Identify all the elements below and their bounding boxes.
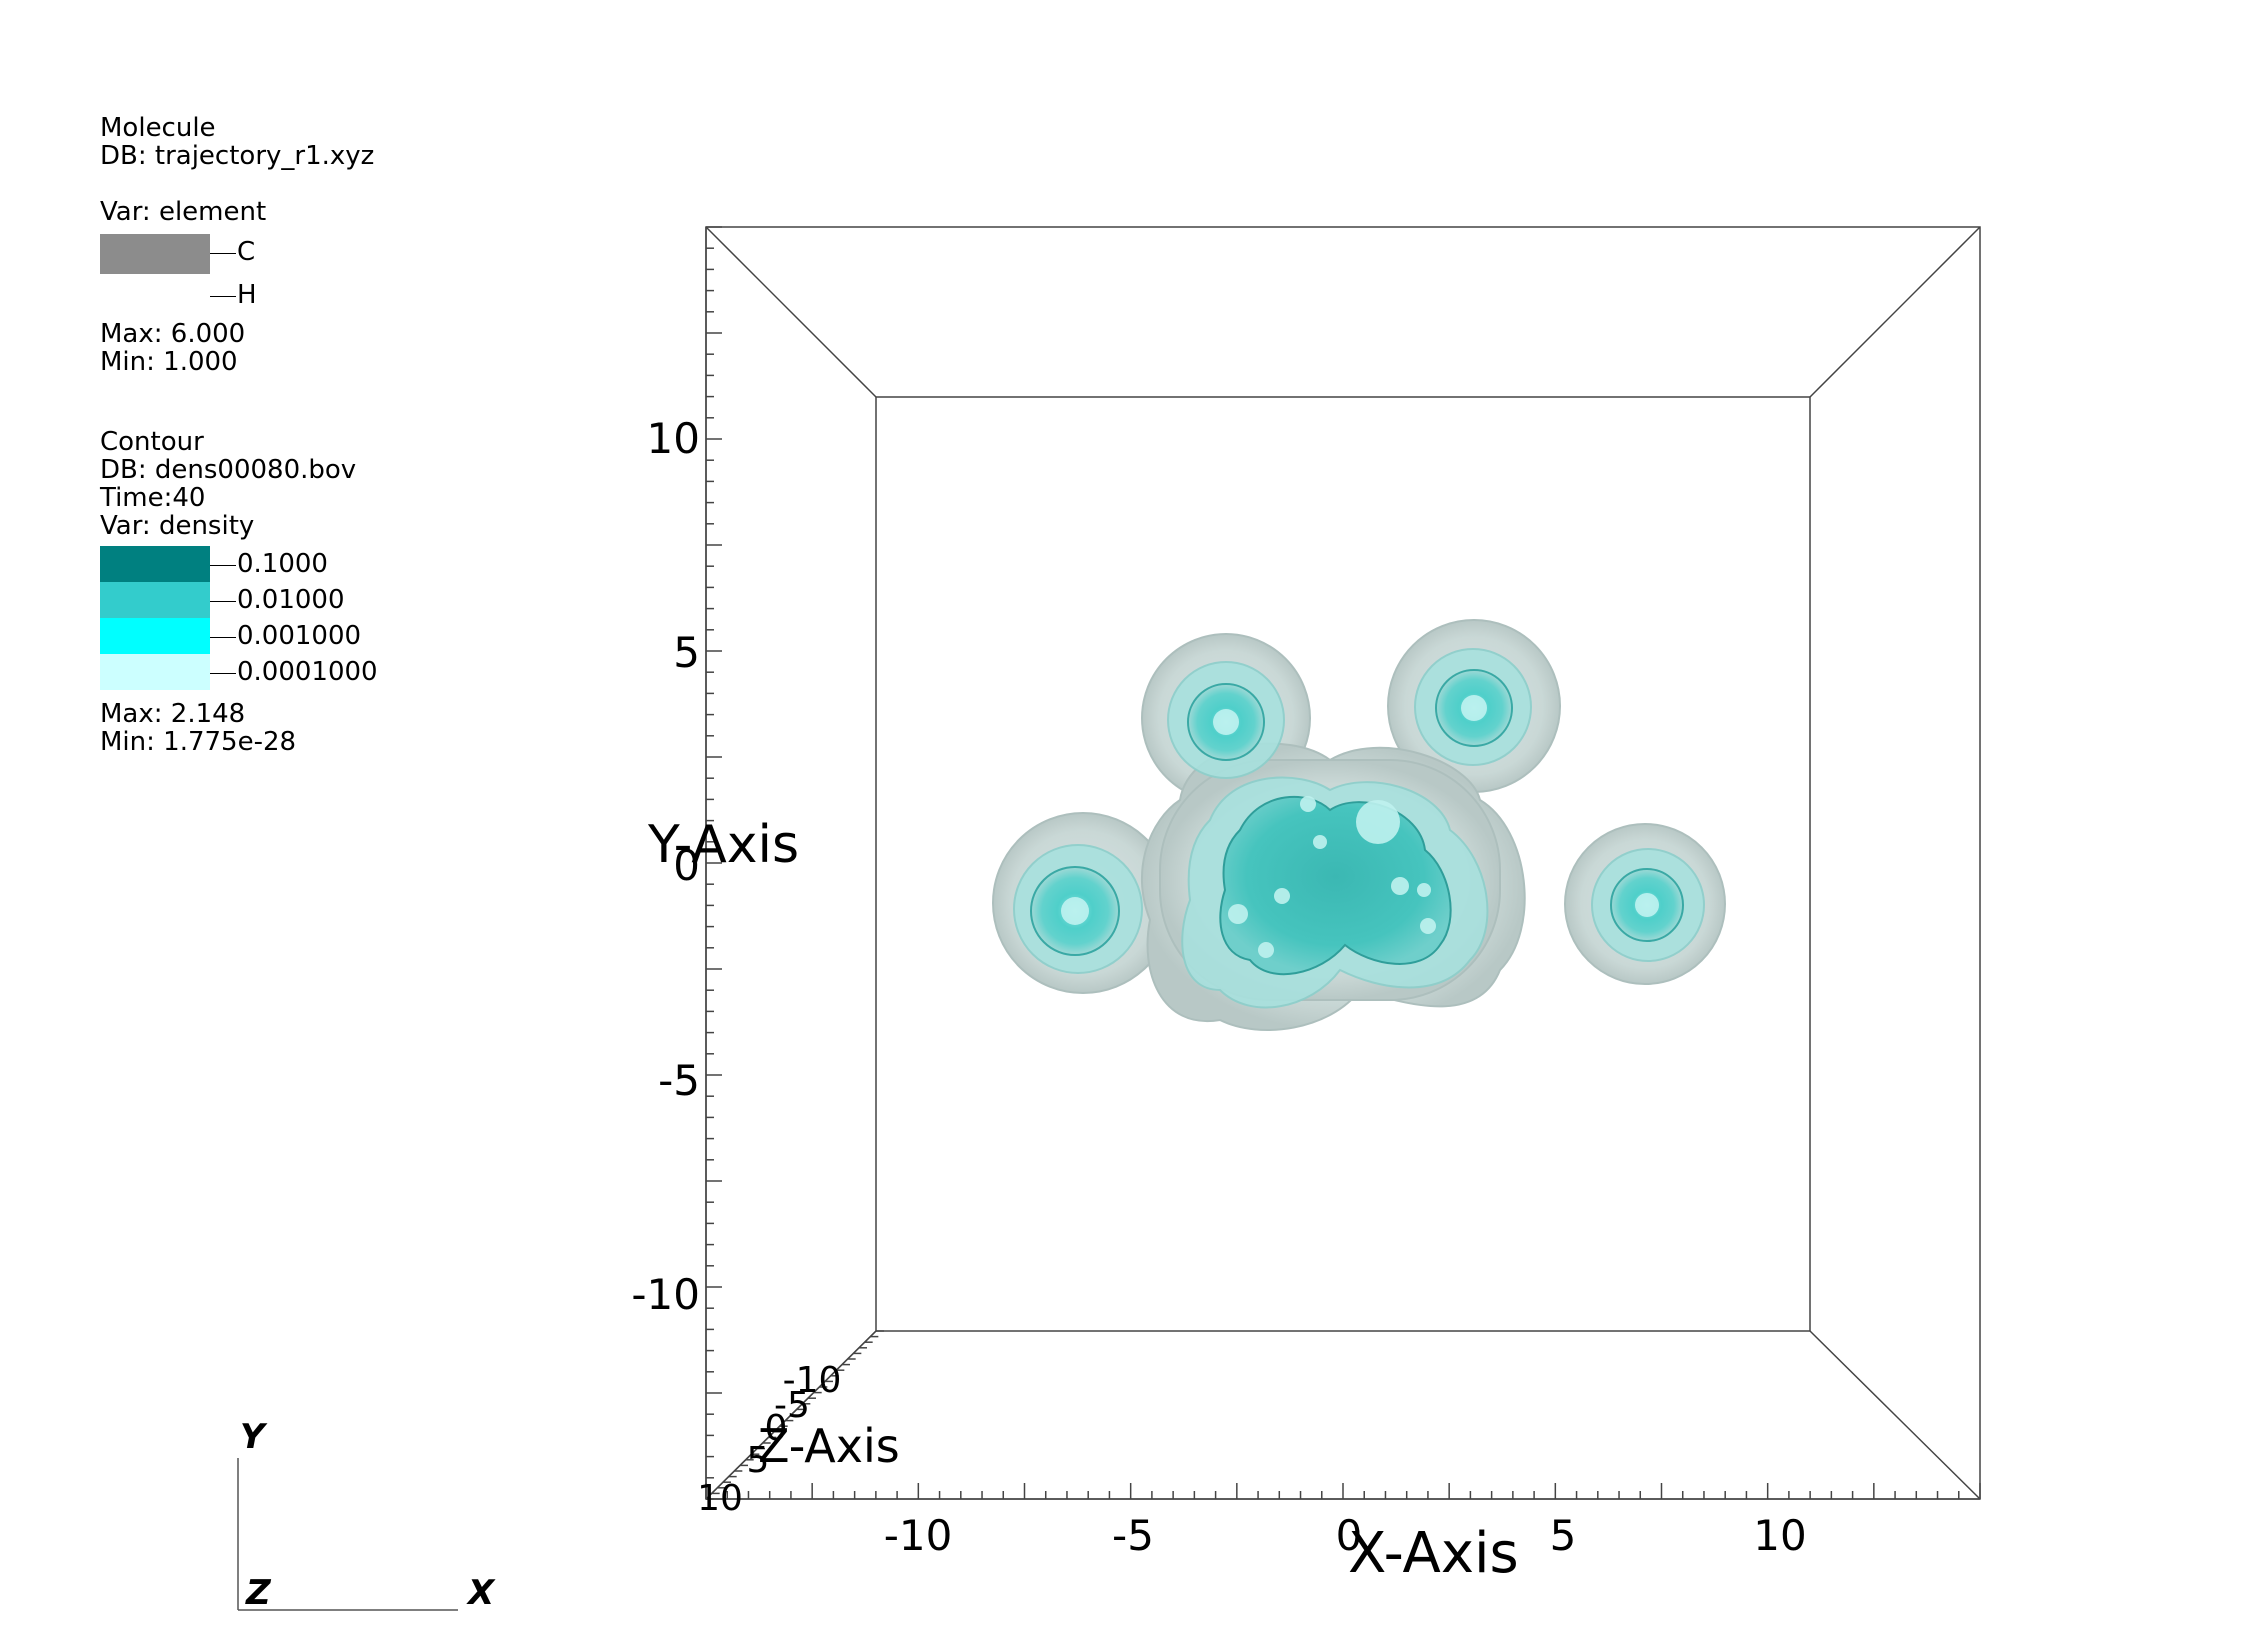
y-axis (705, 226, 722, 1500)
contour-legend-max: Max: 2.148 (100, 699, 246, 729)
contour-swatch-1 (100, 582, 210, 618)
contour-legend-db: DB: dens00080.bov (100, 455, 357, 485)
density-isosurface (992, 619, 1726, 1031)
molecule-legend-entry-h: H (100, 270, 374, 310)
y-tick-label: -10 (631, 1270, 700, 1319)
contour-label-3: 0.0001000 (237, 657, 378, 687)
contour-level-1: 0.01000 (100, 582, 356, 618)
triad-z-label: Z (245, 1573, 272, 1613)
z-axis-title: Z-Axis (758, 1419, 900, 1473)
y-tick-label: 5 (673, 628, 700, 677)
molecule-legend-title: Molecule (100, 113, 216, 143)
y-axis-title: Y-Axis (647, 815, 799, 875)
contour-legend: Contour DB: dens00080.bov Time:40 Var: d… (100, 427, 378, 757)
contour-swatch-2 (100, 618, 210, 654)
contour-level-0: 0.1000 (100, 546, 356, 582)
x-tick-label: 10 (1753, 1511, 1806, 1560)
z-tick-label: 10 (697, 1478, 743, 1519)
contour-swatch-0 (100, 546, 210, 582)
contour-swatch-3 (100, 654, 210, 690)
x-axis (705, 1483, 1981, 1500)
triad-x-label: X (466, 1573, 496, 1613)
triad-y-label: Y (240, 1417, 268, 1457)
z-tick-label: 0 (765, 1408, 788, 1449)
x-tick-label: 0 (1336, 1511, 1363, 1560)
contour-level-3: 0.0001000 (100, 654, 378, 690)
contour-label-2: 0.001000 (237, 621, 362, 651)
y-tick-label: 0 (673, 841, 700, 890)
z-tick-label: -10 (783, 1360, 842, 1401)
molecule-legend-max: Max: 6.000 (100, 319, 246, 349)
contour-label-1: 0.01000 (237, 585, 345, 615)
y-tick-label: 10 (647, 414, 700, 463)
x-axis-title: X-Axis (1348, 1521, 1519, 1586)
y-tick-label: -5 (658, 1056, 700, 1105)
contour-level-2: 0.001000 (100, 618, 361, 654)
z-tick-label: -5 (774, 1385, 810, 1426)
swatch-c (100, 234, 210, 274)
x-tick-label: 5 (1550, 1511, 1577, 1560)
z-tick-label: 5 (747, 1440, 770, 1481)
molecule-legend-entry-c: C (100, 234, 374, 274)
legend-label-h: H (237, 280, 257, 310)
x-tick-label: -10 (884, 1511, 953, 1560)
molecule-legend-var: Var: element (100, 197, 267, 227)
legend-label-c: C (237, 237, 256, 267)
orientation-triad: Y Z X (237, 1417, 496, 1613)
molecule-legend-min: Min: 1.000 (100, 347, 238, 377)
contour-legend-var: Var: density (100, 511, 255, 541)
molecule-legend-db: DB: trajectory_r1.xyz (100, 141, 375, 171)
z-axis (705, 1330, 884, 1500)
molecule-legend: Molecule DB: trajectory_r1.xyz Var: elem… (100, 114, 374, 376)
contour-legend-time: Time:40 (100, 483, 206, 513)
contour-legend-min: Min: 1.775e-28 (100, 727, 297, 757)
contour-label-0: 0.1000 (237, 549, 328, 579)
x-tick-label: -5 (1112, 1511, 1154, 1560)
contour-legend-title: Contour (100, 427, 204, 457)
